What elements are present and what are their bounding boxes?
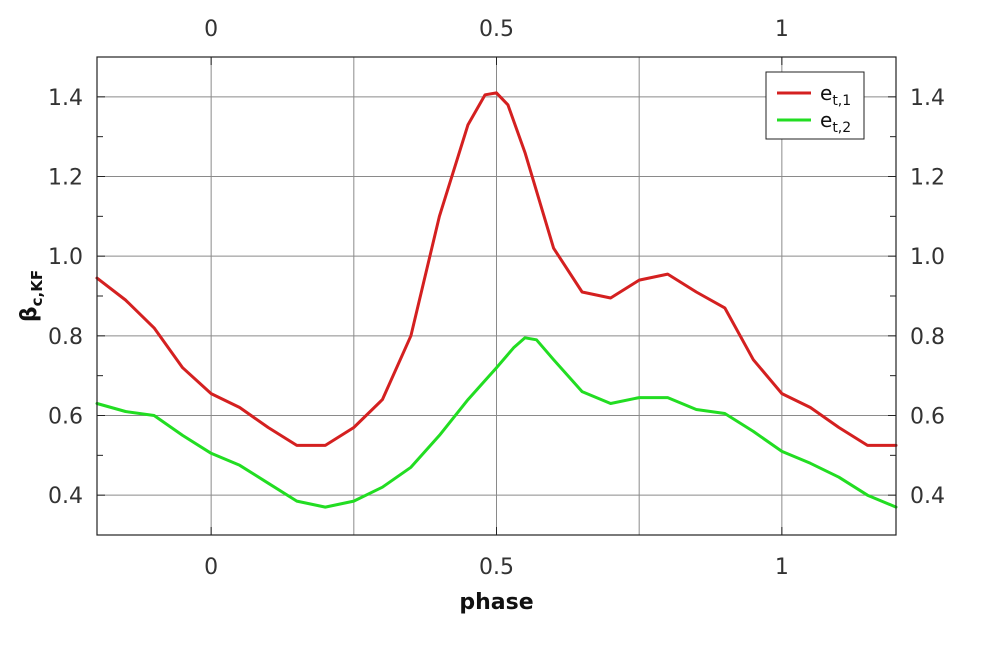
y-tick-label-left: 1.2: [48, 166, 83, 191]
x-axis-title: phase: [459, 590, 533, 615]
x-tick-label-top: 1: [775, 17, 789, 42]
y-tick-label-right: 1.0: [910, 245, 945, 270]
series-line-1: [95, 91, 898, 447]
y-tick-label-right: 1.4: [910, 86, 945, 111]
x-tick-label-top: 0: [204, 17, 218, 42]
y-tick-label-right: 0.6: [910, 405, 945, 430]
legend-label-base: e: [820, 108, 832, 132]
y-tick-label-right: 0.8: [910, 325, 945, 350]
x-tick-label-bottom: 0.5: [479, 555, 514, 580]
y-tick-label-left: 1.0: [48, 245, 83, 270]
y-axis-title: βc,KF: [17, 270, 46, 322]
y-tick-label-right: 1.2: [910, 166, 945, 191]
y-tick-label-left: 0.4: [48, 484, 83, 509]
y-tick-label-left: 0.6: [48, 405, 83, 430]
series-line-2: [95, 336, 898, 509]
axis-ticks: 0 0 0.5 0.5 1 1 0.4 0.4 0.6 0.6 0.8 0.8 1.0 1.0 1.2 1.2…: [48, 17, 945, 580]
y-axis-title-subscript: c,KF: [28, 270, 46, 306]
x-tick-label-bottom: 0: [204, 555, 218, 580]
legend-label-2: et,2: [820, 108, 851, 136]
y-tick-label-right: 0.4: [910, 484, 945, 509]
legend: et,1et,2: [765, 71, 865, 140]
legend-label-1: et,1: [820, 81, 851, 109]
x-tick-label-top: 0.5: [479, 17, 514, 42]
legend-label-base: e: [820, 81, 832, 105]
y-tick-label-left: 0.8: [48, 325, 83, 350]
legend-label-subscript: t,2: [832, 120, 851, 136]
legend-box: [765, 71, 865, 140]
grid: [97, 57, 896, 535]
x-tick-label-bottom: 1: [775, 555, 789, 580]
y-tick-label-left: 1.4: [48, 86, 83, 111]
y-axis-title-base: β: [17, 306, 42, 322]
legend-label-subscript: t,1: [832, 93, 851, 109]
series-lines: [95, 91, 898, 509]
